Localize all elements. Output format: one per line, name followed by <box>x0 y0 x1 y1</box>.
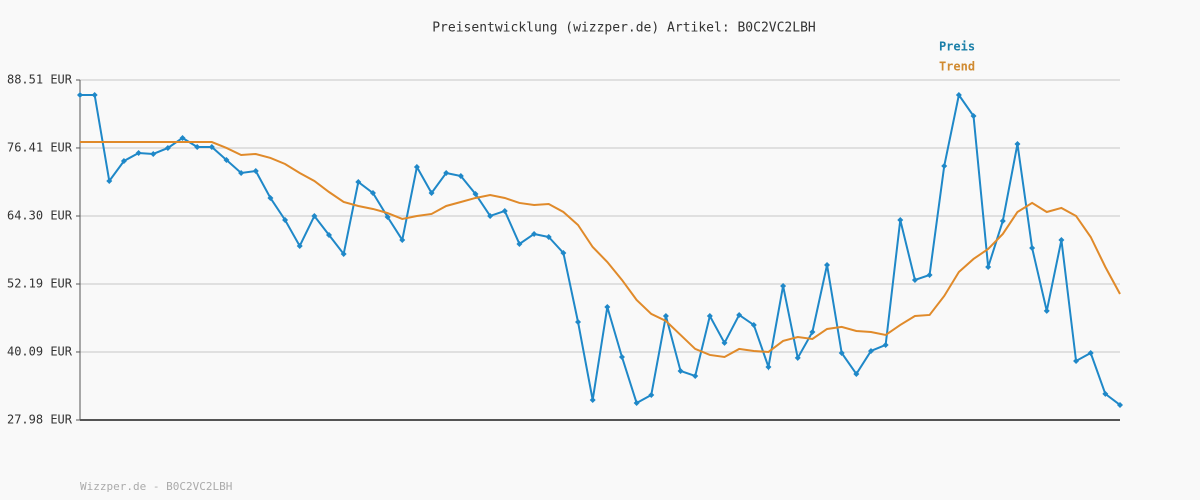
point <box>194 143 201 150</box>
point <box>384 213 391 220</box>
y-tick-label: 40.09 EUR <box>7 344 73 358</box>
footer: Wizzper.de - B0C2VC2LBH <box>80 480 232 493</box>
point <box>135 149 142 156</box>
point <box>706 312 713 319</box>
point <box>882 341 889 348</box>
point <box>1014 140 1021 147</box>
point <box>223 156 230 163</box>
point <box>252 167 259 174</box>
point <box>164 144 171 151</box>
point <box>999 217 1006 224</box>
point <box>955 91 962 98</box>
point <box>853 370 860 377</box>
point <box>531 230 538 237</box>
point <box>1043 307 1050 314</box>
point <box>809 328 816 335</box>
point <box>604 303 611 310</box>
legend-entry: Preis <box>939 40 975 54</box>
point <box>941 162 948 169</box>
point <box>179 134 186 141</box>
point <box>267 194 274 201</box>
point <box>765 363 772 370</box>
point <box>838 349 845 356</box>
point <box>692 372 699 379</box>
y-tick-label: 27.98 EUR <box>7 413 73 427</box>
point <box>1029 244 1036 251</box>
point <box>1117 401 1123 408</box>
point <box>1058 236 1065 243</box>
point <box>487 212 494 219</box>
chart-title: Preisentwicklung (wizzper.de) Artikel: B… <box>432 21 816 36</box>
point <box>1087 349 1094 356</box>
point <box>575 318 582 325</box>
point <box>897 216 904 223</box>
point <box>311 212 318 219</box>
point <box>77 91 83 98</box>
point <box>399 236 406 243</box>
point <box>1073 357 1080 364</box>
point <box>326 231 333 238</box>
y-tick-label: 52.19 EUR <box>7 277 73 291</box>
point <box>824 261 831 268</box>
point <box>970 113 977 120</box>
point <box>633 399 640 406</box>
point <box>369 190 376 197</box>
point <box>208 143 215 150</box>
line-trend <box>80 141 1121 359</box>
point <box>91 91 98 98</box>
point <box>926 271 933 278</box>
point <box>413 164 420 171</box>
point <box>443 169 450 176</box>
point <box>106 177 113 184</box>
point <box>428 190 435 197</box>
point <box>677 367 684 374</box>
point <box>867 347 874 354</box>
point <box>780 282 787 289</box>
y-tick-label: 88.51 EUR <box>7 73 73 87</box>
point <box>736 311 743 318</box>
legend-entry: Trend <box>939 60 975 74</box>
point <box>721 339 728 346</box>
y-tick-label: 64.30 EUR <box>7 208 73 222</box>
y-tick-label: 76.41 EUR <box>7 140 73 154</box>
point <box>648 391 655 398</box>
point <box>472 190 479 197</box>
point <box>911 276 918 283</box>
point <box>120 157 127 164</box>
point <box>355 179 362 186</box>
point <box>501 207 508 214</box>
point <box>589 396 596 403</box>
point <box>545 233 552 240</box>
point <box>457 172 464 179</box>
point <box>238 169 245 176</box>
point <box>560 249 567 256</box>
point <box>340 250 347 257</box>
point <box>282 216 289 223</box>
point <box>296 242 303 249</box>
point <box>985 263 992 270</box>
point <box>618 353 625 360</box>
point <box>662 312 669 319</box>
point <box>750 321 757 328</box>
point <box>794 354 801 361</box>
point <box>150 150 157 157</box>
point <box>516 240 523 247</box>
point <box>1102 390 1109 397</box>
